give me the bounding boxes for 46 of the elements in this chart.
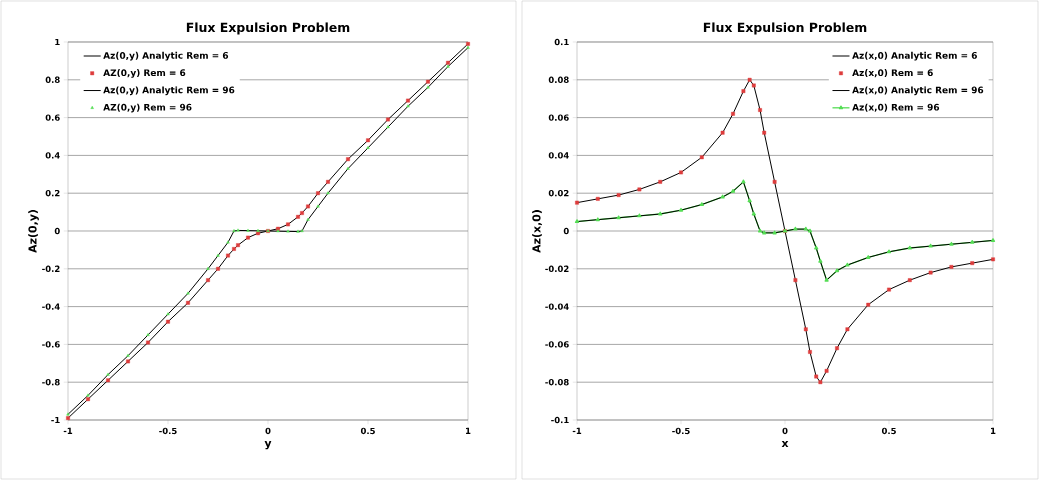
y-tick-label: 0.02 — [548, 190, 569, 197]
y-tick-label: -0.08 — [545, 379, 569, 386]
y-tick-label: 0.8 — [45, 76, 60, 83]
y-tick-label: -0.4 — [42, 303, 60, 310]
y-tick-label: 0.08 — [548, 76, 569, 83]
y-tick-label: 1 — [55, 38, 60, 46]
x-tick-label: 0 — [265, 427, 271, 435]
x-axis-title: y — [264, 441, 272, 450]
legend-label: AZ(0,y) Rem = 6 — [103, 69, 186, 78]
x-tick-label: 0.5 — [881, 427, 896, 435]
y-tick-label: 0.6 — [45, 114, 60, 121]
chart-title: Flux Expulsion Problem — [186, 22, 350, 35]
y-tick-label: 0 — [563, 227, 569, 235]
legend-label: Az(x,0) Analytic Rem = 96 — [852, 86, 984, 96]
x-tick-label: -0.5 — [672, 427, 690, 435]
x-tick-label: -1 — [63, 427, 73, 434]
y-tick-label: 0.2 — [45, 190, 60, 197]
x-tick-label: -1 — [572, 427, 582, 434]
y-tick-label: -0.02 — [545, 265, 569, 273]
x-tick-label: 1 — [466, 427, 471, 434]
x-tick-label: 0.5 — [360, 427, 375, 435]
y-tick-label: 0.1 — [554, 38, 569, 46]
legend-label: Az(0,y) Analytic Rem = 6 — [103, 51, 229, 61]
x-tick-label: -0.5 — [159, 427, 177, 435]
legend-label: Az(x,0) Analytic Rem = 6 — [852, 51, 977, 61]
x-tick-label: 1 — [991, 427, 996, 434]
y-tick-label: -0.06 — [545, 341, 569, 348]
legend-label: Az(x,0) Rem = 96 — [852, 103, 940, 112]
y-tick-label: -0.8 — [42, 379, 60, 386]
legend-label: Az(0,y) Analytic Rem = 96 — [103, 86, 235, 96]
y-tick-label: 0.06 — [548, 114, 569, 121]
legend-label: AZ(0,y) Rem = 96 — [103, 103, 192, 113]
y-tick-label: -0.6 — [42, 341, 60, 348]
y-tick-label: -0.2 — [42, 265, 60, 273]
x-tick-label: 0 — [782, 427, 788, 435]
y-tick-label: 0.04 — [548, 152, 569, 159]
y-tick-label: 0.4 — [45, 152, 60, 159]
y-tick-label: -0.04 — [545, 303, 569, 310]
y-tick-label: -0.1 — [551, 416, 569, 424]
y-axis-title: Az(x,0) — [532, 210, 542, 253]
chart-title: Flux Expulsion Problem — [703, 22, 867, 35]
y-axis-title: Az(0,y) — [28, 210, 39, 253]
legend-label: Az(x,0) Rem = 6 — [852, 69, 933, 78]
y-tick-label: 0 — [54, 227, 60, 235]
y-tick-label: -1 — [51, 416, 60, 424]
x-axis-title: x — [781, 441, 789, 448]
